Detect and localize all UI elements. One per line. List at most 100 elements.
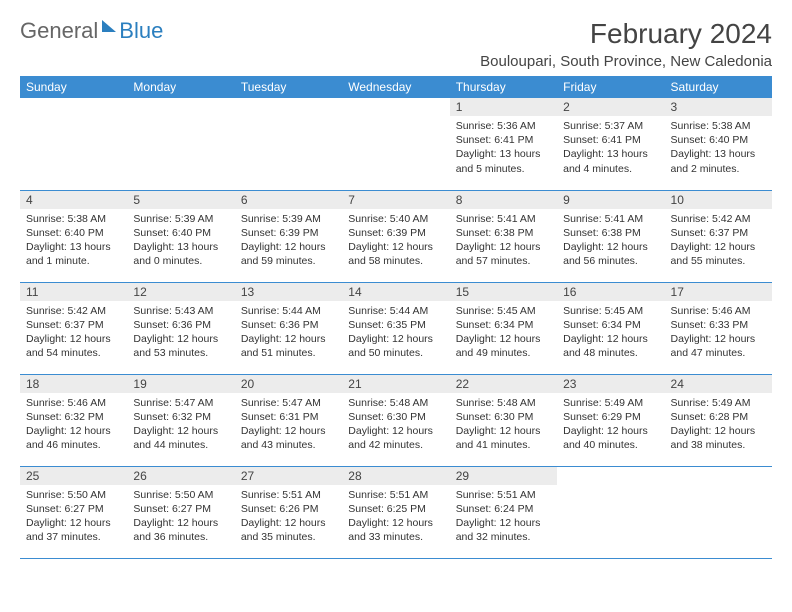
sunset-value: 6:32 PM [65, 411, 104, 423]
sunrise-label: Sunrise: [348, 397, 387, 409]
day-details: Sunrise: 5:46 AMSunset: 6:32 PMDaylight:… [20, 393, 127, 457]
day-details: Sunrise: 5:39 AMSunset: 6:40 PMDaylight:… [127, 209, 234, 273]
sunrise-value: 5:43 AM [175, 305, 214, 317]
day-details: Sunrise: 5:39 AMSunset: 6:39 PMDaylight:… [235, 209, 342, 273]
sunset-label: Sunset: [133, 319, 169, 331]
day-number: 18 [20, 375, 127, 393]
day-details: Sunrise: 5:41 AMSunset: 6:38 PMDaylight:… [557, 209, 664, 273]
daylight-label: Daylight: [26, 425, 67, 437]
daylight-label: Daylight: [26, 517, 67, 529]
day-number: 20 [235, 375, 342, 393]
daylight-label: Daylight: [563, 241, 604, 253]
sunrise-label: Sunrise: [26, 489, 65, 501]
sunrise-label: Sunrise: [133, 397, 172, 409]
day-details: Sunrise: 5:50 AMSunset: 6:27 PMDaylight:… [20, 485, 127, 549]
day-details: Sunrise: 5:45 AMSunset: 6:34 PMDaylight:… [450, 301, 557, 365]
day-details: Sunrise: 5:47 AMSunset: 6:32 PMDaylight:… [127, 393, 234, 457]
daylight-label: Daylight: [563, 333, 604, 345]
sunset-label: Sunset: [456, 227, 492, 239]
sunset-value: 6:24 PM [494, 503, 533, 515]
daylight-label: Daylight: [241, 425, 282, 437]
day-number: 22 [450, 375, 557, 393]
sunrise-value: 5:45 AM [497, 305, 536, 317]
sunset-label: Sunset: [26, 503, 62, 515]
daylight-label: Daylight: [241, 241, 282, 253]
day-details: Sunrise: 5:38 AMSunset: 6:40 PMDaylight:… [20, 209, 127, 273]
sunrise-value: 5:40 AM [390, 213, 429, 225]
sunrise-label: Sunrise: [456, 397, 495, 409]
daylight-label: Daylight: [456, 241, 497, 253]
sunset-value: 6:38 PM [494, 227, 533, 239]
sunset-value: 6:32 PM [172, 411, 211, 423]
day-number: 17 [665, 283, 772, 301]
sunset-value: 6:30 PM [387, 411, 426, 423]
sunrise-label: Sunrise: [348, 489, 387, 501]
day-number: 11 [20, 283, 127, 301]
calendar-cell [127, 98, 234, 190]
sunrise-label: Sunrise: [563, 305, 602, 317]
calendar-cell: 21Sunrise: 5:48 AMSunset: 6:30 PMDayligh… [342, 374, 449, 466]
sunrise-value: 5:39 AM [175, 213, 214, 225]
calendar-cell [342, 98, 449, 190]
sunrise-label: Sunrise: [241, 305, 280, 317]
sunrise-label: Sunrise: [671, 397, 710, 409]
sunrise-label: Sunrise: [671, 120, 710, 132]
sunrise-label: Sunrise: [563, 397, 602, 409]
daylight-label: Daylight: [348, 333, 389, 345]
sunset-label: Sunset: [671, 319, 707, 331]
sunrise-label: Sunrise: [26, 305, 65, 317]
weekday-header: Sunday [20, 76, 127, 98]
daylight-label: Daylight: [671, 148, 712, 160]
sunrise-label: Sunrise: [671, 213, 710, 225]
calendar-cell [20, 98, 127, 190]
sunrise-label: Sunrise: [563, 213, 602, 225]
calendar-cell: 10Sunrise: 5:42 AMSunset: 6:37 PMDayligh… [665, 190, 772, 282]
day-details: Sunrise: 5:42 AMSunset: 6:37 PMDaylight:… [665, 209, 772, 273]
sunrise-value: 5:51 AM [497, 489, 536, 501]
day-number: 29 [450, 467, 557, 485]
calendar-cell: 7Sunrise: 5:40 AMSunset: 6:39 PMDaylight… [342, 190, 449, 282]
day-number: 7 [342, 191, 449, 209]
calendar-cell: 12Sunrise: 5:43 AMSunset: 6:36 PMDayligh… [127, 282, 234, 374]
sunrise-value: 5:38 AM [712, 120, 751, 132]
sunrise-value: 5:41 AM [605, 213, 644, 225]
day-details: Sunrise: 5:42 AMSunset: 6:37 PMDaylight:… [20, 301, 127, 365]
day-details: Sunrise: 5:44 AMSunset: 6:35 PMDaylight:… [342, 301, 449, 365]
sunset-label: Sunset: [671, 227, 707, 239]
day-number: 13 [235, 283, 342, 301]
brand-part2: Blue [119, 18, 163, 44]
sunrise-value: 5:51 AM [390, 489, 429, 501]
calendar-cell: 20Sunrise: 5:47 AMSunset: 6:31 PMDayligh… [235, 374, 342, 466]
sunset-value: 6:26 PM [279, 503, 318, 515]
sunrise-value: 5:48 AM [390, 397, 429, 409]
sunset-value: 6:38 PM [602, 227, 641, 239]
calendar-cell: 29Sunrise: 5:51 AMSunset: 6:24 PMDayligh… [450, 466, 557, 558]
weekday-header: Friday [557, 76, 664, 98]
day-details: Sunrise: 5:47 AMSunset: 6:31 PMDaylight:… [235, 393, 342, 457]
sunrise-label: Sunrise: [456, 489, 495, 501]
sunset-label: Sunset: [348, 319, 384, 331]
sunset-value: 6:37 PM [65, 319, 104, 331]
day-details: Sunrise: 5:51 AMSunset: 6:26 PMDaylight:… [235, 485, 342, 549]
day-number: 21 [342, 375, 449, 393]
calendar-cell: 8Sunrise: 5:41 AMSunset: 6:38 PMDaylight… [450, 190, 557, 282]
sunset-label: Sunset: [241, 503, 277, 515]
brand-logo: General Blue [20, 18, 163, 44]
day-number: 28 [342, 467, 449, 485]
sunset-value: 6:35 PM [387, 319, 426, 331]
day-details: Sunrise: 5:51 AMSunset: 6:24 PMDaylight:… [450, 485, 557, 549]
calendar-page: General Blue February 2024 Bouloupari, S… [0, 0, 792, 569]
sunrise-label: Sunrise: [348, 305, 387, 317]
daylight-label: Daylight: [348, 425, 389, 437]
sunset-label: Sunset: [563, 134, 599, 146]
calendar-cell: 19Sunrise: 5:47 AMSunset: 6:32 PMDayligh… [127, 374, 234, 466]
sunrise-value: 5:47 AM [282, 397, 321, 409]
calendar-cell: 2Sunrise: 5:37 AMSunset: 6:41 PMDaylight… [557, 98, 664, 190]
calendar-cell: 4Sunrise: 5:38 AMSunset: 6:40 PMDaylight… [20, 190, 127, 282]
day-number: 2 [557, 98, 664, 116]
sunset-label: Sunset: [26, 319, 62, 331]
daylight-label: Daylight: [671, 241, 712, 253]
day-details: Sunrise: 5:51 AMSunset: 6:25 PMDaylight:… [342, 485, 449, 549]
sunset-label: Sunset: [133, 411, 169, 423]
daylight-label: Daylight: [241, 333, 282, 345]
